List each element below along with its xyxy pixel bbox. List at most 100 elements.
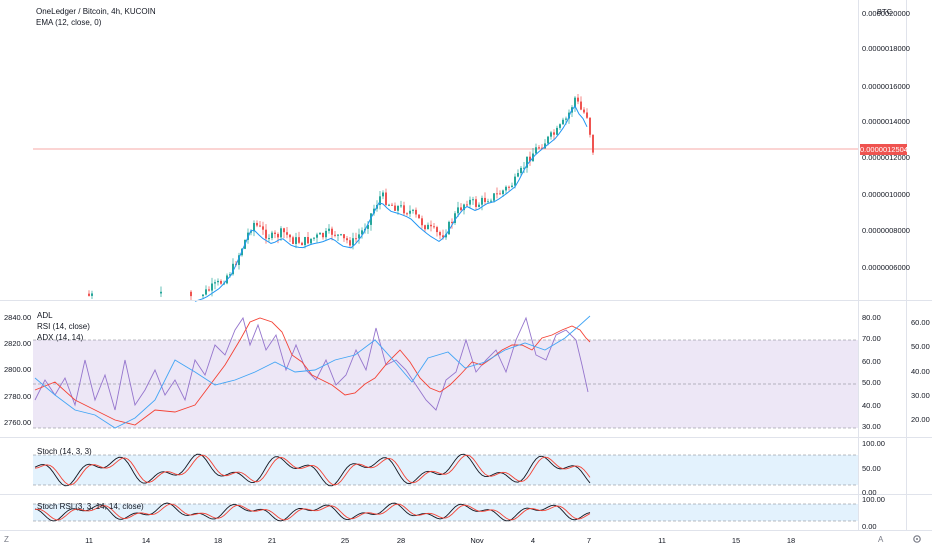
candle-body <box>562 119 564 125</box>
candle-body <box>496 193 498 195</box>
adl-axis-label: 2800.00 <box>4 365 32 374</box>
candle-body <box>211 283 213 291</box>
candle-body <box>262 226 264 230</box>
rsi-legend[interactable]: RSI (14, close) <box>37 322 90 331</box>
candle-body <box>490 200 492 202</box>
candle-body <box>322 232 324 238</box>
candle-body <box>232 263 234 275</box>
candle-body <box>466 204 468 206</box>
candle-body <box>274 232 276 234</box>
candle-body <box>397 205 399 211</box>
candle-body <box>451 221 453 223</box>
stoch-axis-label: 100.00 <box>862 439 885 448</box>
candle-body <box>370 213 372 225</box>
candle-body <box>583 109 585 113</box>
price-axis-label: 0.0000020000 <box>862 9 910 18</box>
adl-axis-label: 2780.00 <box>4 392 32 401</box>
price-axis-label: 0.0000018000 <box>862 44 910 53</box>
stochrsi-d-line <box>34 503 591 521</box>
candle-body <box>493 193 495 201</box>
time-axis-label: 18 <box>213 536 223 545</box>
candle-body <box>229 274 231 276</box>
pane-separator-2[interactable] <box>0 437 932 438</box>
candle-body <box>361 230 363 235</box>
time-axis-label: 15 <box>731 536 741 545</box>
auto-scale-icon[interactable]: A <box>878 535 884 544</box>
adx-legend[interactable]: ADX (14, 14) <box>37 333 84 342</box>
last-price-tag: 0.0000012504 <box>860 144 908 155</box>
candle-body <box>160 291 162 294</box>
candle-body <box>439 232 441 236</box>
stochrsi-legend[interactable]: Stoch RSI (3, 3, 14, 14, close) <box>37 502 144 511</box>
candle-body <box>454 213 456 223</box>
adl-legend[interactable]: ADL <box>37 311 53 320</box>
candle-body <box>205 289 207 295</box>
candle-body <box>382 192 384 197</box>
candle-body <box>316 234 318 238</box>
price-axis-label: 0.0000010000 <box>862 190 910 199</box>
candle-body <box>430 224 432 227</box>
pane-separator-3[interactable] <box>0 494 932 495</box>
price-axis-border <box>858 0 859 530</box>
price-axis-label: 0.0000014000 <box>862 117 910 126</box>
candle-body <box>208 289 210 291</box>
time-axis-label: 11 <box>658 536 666 545</box>
candle-body <box>514 176 516 186</box>
candle-body <box>472 199 474 201</box>
candle-body <box>580 101 582 110</box>
candle-body <box>277 233 279 238</box>
adl-axis-label: 2760.00 <box>4 418 32 427</box>
symbol-legend[interactable]: OneLedger / Bitcoin, 4h, KUCOIN <box>36 7 156 16</box>
candle-body <box>385 192 387 205</box>
candle-body <box>310 238 312 244</box>
stoch-legend[interactable]: Stoch (14, 3, 3) <box>37 447 92 456</box>
candle-body <box>484 197 486 202</box>
stoch-k-line <box>34 453 591 487</box>
candle-body <box>463 204 465 211</box>
secondary-axis-border <box>906 0 907 530</box>
candle-body <box>574 97 576 108</box>
candle-body <box>283 228 285 233</box>
candle-body <box>301 242 303 246</box>
stoch-d-line <box>34 454 591 486</box>
candle-body <box>295 237 297 244</box>
candle-body <box>88 293 90 296</box>
candle-body <box>550 132 552 137</box>
candle-body <box>535 147 537 154</box>
rsi-axis-label: 40.00 <box>862 401 881 410</box>
candle-body <box>328 228 330 231</box>
pane-separator-1[interactable] <box>0 300 932 301</box>
candle-body <box>379 196 381 206</box>
adl-axis-label: 2820.00 <box>4 339 32 348</box>
candle-body <box>346 238 348 241</box>
candle-body <box>298 237 300 243</box>
candle-body <box>304 237 306 246</box>
candle-body <box>541 147 543 149</box>
price-axis-label: 0.0000008000 <box>862 226 910 235</box>
candle-body <box>271 232 273 239</box>
candle-body <box>577 97 579 102</box>
candle-body <box>478 204 480 207</box>
candle-body <box>265 229 267 239</box>
time-axis-label: 25 <box>340 536 350 545</box>
zoom-icon[interactable]: Z <box>4 535 9 544</box>
candle-body <box>349 240 351 246</box>
settings-gear-icon[interactable] <box>912 534 922 544</box>
candle-body <box>220 280 222 284</box>
time-axis-label: 14 <box>141 536 151 545</box>
candle-body <box>280 228 282 238</box>
time-axis-label: 11 <box>85 536 93 545</box>
candle-body <box>499 193 501 195</box>
adx-axis-label: 40.00 <box>911 367 930 376</box>
candle-body <box>352 238 354 246</box>
price-axis-label: 0.0000012000 <box>862 153 910 162</box>
candle-body <box>586 112 588 118</box>
candle-body <box>406 213 408 215</box>
candle-body <box>475 199 477 207</box>
ema-legend[interactable]: EMA (12, close, 0) <box>36 18 102 27</box>
candle-body <box>559 124 561 128</box>
candle-body <box>460 207 462 211</box>
candle-body <box>217 280 219 283</box>
rsi-axis-label: 70.00 <box>862 334 881 343</box>
